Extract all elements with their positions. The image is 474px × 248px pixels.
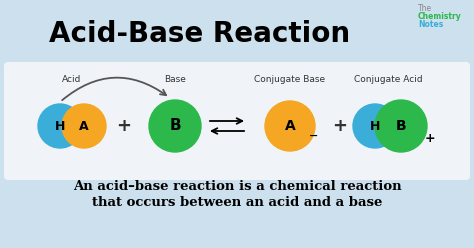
Text: Base: Base (164, 75, 186, 84)
Text: Notes: Notes (418, 20, 443, 29)
Ellipse shape (375, 100, 427, 152)
Text: +: + (425, 132, 435, 146)
Text: B: B (396, 119, 406, 133)
Text: The: The (418, 4, 432, 13)
Text: An acid–base reaction is a chemical reaction: An acid–base reaction is a chemical reac… (73, 180, 401, 193)
Text: B: B (169, 119, 181, 133)
Text: Conjugate Acid: Conjugate Acid (354, 75, 422, 84)
Ellipse shape (149, 100, 201, 152)
Text: A: A (284, 119, 295, 133)
Text: +: + (332, 117, 347, 135)
Text: H: H (55, 120, 65, 132)
Text: Conjugate Base: Conjugate Base (255, 75, 326, 84)
Text: Acid-Base Reaction: Acid-Base Reaction (49, 20, 351, 48)
Ellipse shape (353, 104, 397, 148)
Ellipse shape (265, 101, 315, 151)
Ellipse shape (62, 104, 106, 148)
Text: +: + (117, 117, 131, 135)
Ellipse shape (38, 104, 82, 148)
Text: A: A (79, 120, 89, 132)
Text: that occurs between an acid and a base: that occurs between an acid and a base (92, 196, 382, 209)
Text: Acid: Acid (62, 75, 82, 84)
FancyBboxPatch shape (4, 62, 470, 180)
Text: −: − (310, 131, 319, 141)
Text: H: H (370, 120, 380, 132)
Text: Chemistry: Chemistry (418, 12, 462, 21)
